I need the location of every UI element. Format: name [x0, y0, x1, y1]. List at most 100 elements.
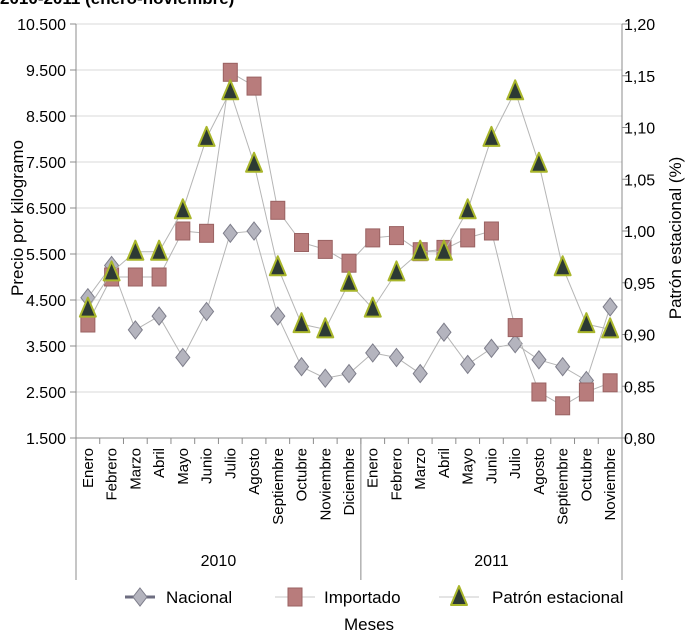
x-category-label: Noviembre — [602, 448, 619, 521]
nacional-point — [132, 587, 148, 607]
importado-point — [151, 267, 167, 287]
y2-tick-label: 0,85 — [624, 379, 655, 396]
importado-point — [270, 200, 286, 220]
nacional-point — [151, 306, 167, 326]
y2-tick-label: 1,15 — [624, 69, 655, 86]
importado-point — [531, 382, 547, 402]
nacional-point — [460, 354, 476, 375]
nacional-point — [246, 221, 262, 241]
x-category-label: Enero — [80, 448, 97, 488]
y-tick-label: 7.500 — [26, 155, 66, 172]
nacional-point — [127, 320, 143, 340]
importado-point — [555, 396, 571, 416]
x-category-label: Marzo — [412, 448, 429, 490]
nacional-point — [483, 338, 500, 359]
nacional-point — [317, 368, 333, 389]
patron-point — [450, 585, 468, 606]
y2-tick-label: 1,20 — [624, 17, 655, 34]
nacional-point — [412, 363, 428, 384]
importado-point — [388, 226, 404, 246]
patron-point — [577, 312, 596, 334]
patron-point — [78, 296, 97, 318]
legend-label: Patrón estacional — [492, 588, 623, 607]
x-category-label: Febrero — [388, 448, 405, 501]
nacional-point — [293, 356, 310, 377]
importado-point — [341, 253, 357, 273]
x-category-labels: Enero Febrero Marzo Abril Mayo Junio Julio Agos… — [80, 448, 619, 525]
x-category-label: Mayo — [460, 448, 477, 485]
x-category-label: Junio — [199, 448, 216, 484]
patron-point — [316, 317, 335, 339]
patron-point — [482, 125, 501, 147]
nacional-point — [388, 347, 405, 368]
patron-point — [126, 239, 145, 261]
year-group-label: 2011 — [474, 553, 509, 570]
y2-tick-label: 0,90 — [624, 328, 655, 345]
y-tick-label: 5.500 — [26, 247, 66, 264]
x-category-label: Octubre — [294, 448, 311, 501]
y-tick-label: 3.500 — [26, 339, 66, 356]
legend-label: Nacional — [166, 588, 232, 607]
y2-tick-label: 1,00 — [624, 224, 655, 241]
importado-point — [127, 267, 143, 287]
y2-tick-label: 0,95 — [624, 276, 655, 293]
patron-point — [102, 260, 121, 282]
patron-point — [173, 198, 192, 220]
nacional-point — [198, 301, 215, 322]
nacional-point — [175, 347, 191, 368]
nacional-point — [270, 306, 286, 326]
y2-tick-label: 0,80 — [624, 431, 655, 448]
right-y-tick-labels: 0,80 0,85 0,90 0,95 1,00 1,05 1,10 1,15 1,20 — [624, 17, 655, 448]
x-category-label: Abril — [436, 448, 453, 478]
y2-tick-label: 1,05 — [624, 172, 655, 189]
x-category-label: Septiembre — [555, 448, 572, 525]
y-tick-label: 1.500 — [26, 431, 66, 448]
y-tick-label: 4.500 — [26, 293, 66, 310]
y-tick-label: 8.500 — [26, 109, 66, 126]
importado-point — [199, 223, 215, 243]
x-category-label: Diciembre — [341, 448, 358, 516]
x-category-label: Abril — [151, 448, 168, 478]
patron-point — [506, 79, 525, 101]
x-category-label: Junio — [483, 448, 500, 484]
patron-point — [553, 255, 572, 277]
importado-point — [578, 382, 594, 402]
y-tick-label: 6.500 — [26, 201, 66, 218]
legend-label: Importado — [324, 588, 401, 607]
patron-point — [245, 151, 264, 173]
patron-point — [458, 198, 477, 220]
gridlines — [76, 23, 622, 393]
patron-point — [387, 260, 406, 282]
x-category-label: Julio — [507, 448, 524, 479]
importado-point — [602, 373, 618, 393]
legend: Nacional Importado Patrón estacional — [125, 585, 623, 607]
x-category-label: Enero — [365, 448, 382, 488]
legend-item: Importado — [275, 587, 401, 607]
left-y-axis-label: Precio por kilogramo — [8, 140, 27, 296]
patron-point — [434, 239, 453, 261]
x-category-label: Agosto — [246, 448, 263, 495]
nacional-point — [222, 223, 238, 244]
series-patr-n-estacional — [78, 79, 620, 339]
x-category-label: Febrero — [104, 448, 121, 501]
importado-point — [317, 239, 333, 259]
patron-point — [268, 255, 287, 277]
importado-point — [507, 318, 523, 338]
x-category-label: Octubre — [578, 448, 595, 501]
legend-item: Nacional — [125, 587, 232, 607]
x-category-label: Mayo — [175, 448, 192, 485]
patron-point — [150, 239, 169, 261]
series-line — [87, 89, 611, 330]
series-layer — [78, 62, 620, 416]
importado-point — [175, 221, 191, 241]
x-axis-label: Meses — [344, 615, 394, 634]
nacional-point — [555, 356, 571, 377]
axes — [70, 23, 628, 580]
series-line — [87, 230, 611, 382]
patron-point — [292, 312, 311, 334]
importado-point — [365, 228, 381, 248]
patron-point — [529, 151, 548, 173]
importado-point — [460, 228, 476, 248]
patron-point — [363, 296, 382, 318]
